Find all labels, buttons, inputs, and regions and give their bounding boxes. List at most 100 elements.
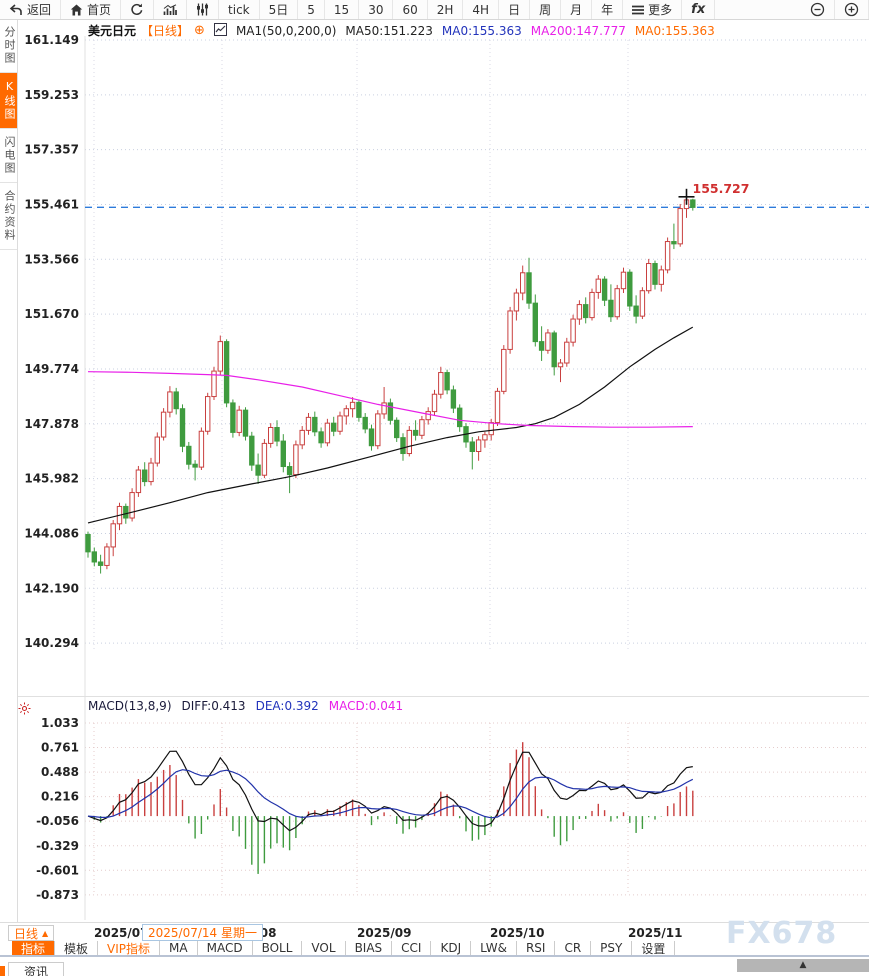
bar-chart-icon — [163, 3, 177, 16]
x-axis-label: 2025/11 — [628, 926, 683, 940]
toolbar-item-返回[interactable]: 返回 — [0, 0, 62, 19]
indicator-tab-BIAS[interactable]: BIAS — [346, 941, 393, 955]
sidebar-tab-闪电图[interactable]: 闪电图 — [0, 129, 17, 183]
symbol-name[interactable]: 美元日元 — [88, 24, 137, 38]
toolbar-item-refresh-icon[interactable] — [121, 0, 155, 19]
indicator-tab-设置[interactable]: 设置 — [632, 941, 676, 956]
bottom-scrollbar[interactable]: ▲ — [737, 959, 869, 972]
zoom-out-icon — [810, 2, 825, 17]
toolbar-item-bar-chart-icon[interactable] — [154, 0, 188, 19]
macd-y-axis-tick: -0.601 — [36, 863, 79, 877]
toolbar-item-月[interactable]: 月 — [561, 0, 593, 19]
selected-date-tag: 2025/07/14 星期一 — [142, 924, 263, 941]
toolbar-item-label: 月 — [570, 3, 583, 17]
toolbar-item-tick[interactable]: tick — [219, 0, 260, 19]
macd-y-axis-tick: -0.873 — [36, 888, 79, 902]
ma200-value: MA200:147.777 — [530, 23, 626, 38]
toolbar-item-30[interactable]: 30 — [359, 0, 394, 19]
y-axis-tick: 142.190 — [24, 581, 79, 595]
news-tab[interactable]: 资讯 — [8, 962, 64, 976]
x-axis-label: 2025/07 — [94, 926, 149, 940]
macd-y-axis-tick: -0.056 — [36, 814, 79, 828]
indicator-tab-KDJ[interactable]: KDJ — [431, 941, 472, 955]
y-axis-tick: 147.878 — [24, 417, 79, 431]
toolbar-item-label: 5日 — [268, 3, 289, 17]
toolbar-item-label: 60 — [402, 2, 418, 17]
macd-title[interactable]: MACD(13,8,9) — [88, 699, 172, 713]
candles-icon — [196, 3, 209, 16]
toolbar-item-fx[interactable]: fx — [682, 0, 716, 19]
toolbar-item-日[interactable]: 日 — [499, 0, 531, 19]
home-icon — [70, 4, 83, 16]
toolbar-item-5日[interactable]: 5日 — [260, 0, 299, 19]
macd-y-axis-tick: 0.761 — [41, 740, 79, 754]
sidebar-tab-分时图[interactable]: 分时图 — [0, 19, 17, 73]
y-axis-tick: 145.982 — [24, 472, 79, 486]
y-axis-tick: 153.566 — [24, 252, 79, 266]
period-selector-button[interactable]: 日线 ▲ — [8, 925, 55, 941]
indicator-tab-CR[interactable]: CR — [555, 941, 592, 955]
ma-settings-label[interactable]: MA1(50,0,200,0) — [235, 23, 337, 38]
toolbar-item-15[interactable]: 15 — [325, 0, 360, 19]
y-axis-tick: 140.294 — [24, 636, 79, 650]
toolbar-item-label: 4H — [472, 2, 490, 17]
macd-y-axis-tick: 0.488 — [41, 765, 79, 779]
y-axis-tick: 149.774 — [24, 362, 79, 376]
bottom-strip: 资讯 ▲ — [0, 959, 869, 976]
back-arrow-icon — [9, 3, 23, 16]
menu-icon — [632, 5, 645, 15]
toolbar-item-年[interactable]: 年 — [592, 0, 624, 19]
macd-diff-line — [87, 750, 693, 832]
toolbar-item-4H[interactable]: 4H — [463, 0, 500, 19]
macd-y-axis-tick: 0.216 — [41, 790, 79, 804]
toolbar-item-zoom-out-icon[interactable] — [801, 0, 835, 19]
mini-chart-icon[interactable] — [213, 22, 227, 39]
toolbar-item-2H[interactable]: 2H — [428, 0, 464, 19]
indicator-tab-CCI[interactable]: CCI — [392, 941, 432, 955]
toolbar-item-label: 首页 — [87, 3, 112, 17]
indicator-tab-VOL[interactable]: VOL — [302, 941, 346, 955]
indicator-tab-PSY[interactable]: PSY — [591, 941, 633, 955]
toolbar-item-label: 返回 — [27, 3, 52, 17]
x-axis-row: 日线 ▲ 2025/07/14 星期一 2025/072025/082025/0… — [0, 922, 869, 942]
ma50-value: MA50:151.223 — [345, 23, 433, 38]
macd-macd-value: MACD:0.041 — [328, 699, 404, 713]
indicator-tab-BOLL[interactable]: BOLL — [253, 941, 303, 955]
macd-settings-icon[interactable] — [18, 700, 31, 715]
toolbar-item-label: 日 — [508, 3, 521, 17]
collapse-up-arrow-icon: ▲ — [799, 960, 807, 970]
toolbar-item-更多[interactable]: 更多 — [623, 0, 683, 19]
toolbar-item-60[interactable]: 60 — [393, 0, 428, 19]
indicator-toolbar: 指标 模板 VIP指标 MA MACD BOLL VOL BIAS CCI KDJ LW& RSI CR… — [0, 941, 869, 957]
indicator-tab-指标[interactable]: 指标 — [12, 941, 56, 956]
macd-dea-line — [87, 769, 694, 819]
indicator-tab-RSI[interactable]: RSI — [517, 941, 556, 955]
macd-legend: MACD(13,8,9) DIFF:0.413 DEA:0.392 MACD:0… — [88, 699, 403, 713]
left-sidebar: 分时图 K线图 闪电图 合约资料 — [0, 19, 18, 922]
y-axis-tick: 159.253 — [24, 88, 79, 102]
indicator-tab-MA[interactable]: MA — [160, 941, 198, 955]
indicator-tab-VIP指标[interactable]: VIP指标 — [98, 941, 161, 956]
sidebar-tab-K线图[interactable]: K线图 — [0, 73, 17, 129]
toolbar-item-zoom-in-icon[interactable] — [835, 0, 869, 19]
expand-plus-icon[interactable]: ⊕ — [194, 23, 205, 38]
price-annotation: 155.727 — [693, 181, 750, 196]
chart-legend: 美元日元 【日线】 ⊕ MA1(50,0,200,0) MA50:151.223… — [88, 22, 715, 39]
toolbar-item-label: 更多 — [648, 3, 673, 17]
toolbar-item-周[interactable]: 周 — [530, 0, 562, 19]
toolbar-item-label: 周 — [539, 3, 552, 17]
toolbar-item-5[interactable]: 5 — [298, 0, 325, 19]
toolbar-item-candles-icon[interactable] — [187, 0, 220, 19]
y-axis-tick: 151.670 — [24, 307, 79, 321]
indicator-tab-LW&[interactable]: LW& — [471, 941, 517, 955]
indicator-tab-MACD[interactable]: MACD — [198, 941, 253, 955]
fx-icon: fx — [691, 2, 706, 17]
toolbar-item-首页[interactable]: 首页 — [61, 0, 122, 19]
period-label[interactable]: 【日线】 — [141, 24, 190, 38]
sidebar-tab-合约资料[interactable]: 合约资料 — [0, 183, 17, 250]
x-axis-label: 2025/10 — [490, 926, 545, 940]
toolbar-item-label: 5 — [307, 2, 315, 17]
chevron-up-icon: ▲ — [42, 928, 49, 938]
indicator-tab-模板[interactable]: 模板 — [55, 941, 99, 956]
